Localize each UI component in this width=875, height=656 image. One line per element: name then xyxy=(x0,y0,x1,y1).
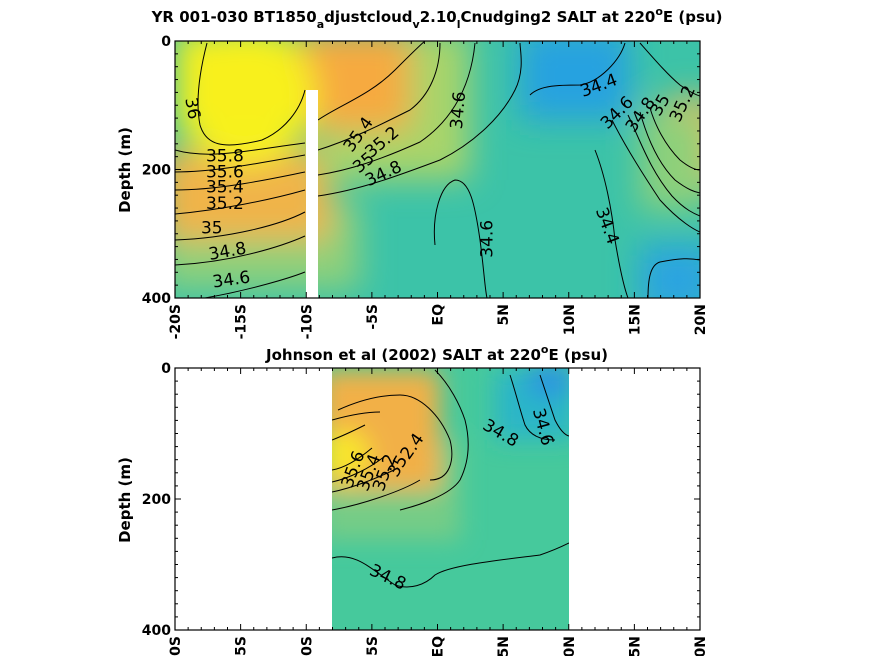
top-contour-label: 35 xyxy=(201,219,223,239)
top-x-tick-label: 20N xyxy=(693,304,709,335)
top-contour-35-6 xyxy=(175,154,306,173)
bottom-title: Johnson et al (2002) SALT at 220oE (psu) xyxy=(265,343,608,364)
top-contour-right-5 xyxy=(639,42,700,97)
top-contour-34-4-right xyxy=(647,258,700,298)
top-contour-35-4 xyxy=(175,171,306,191)
top-contour-36 xyxy=(197,42,306,146)
top-heatmap-orange-upper xyxy=(300,41,410,130)
top-heatmap xyxy=(175,41,700,298)
top-y-tick-label: 0 xyxy=(161,34,171,50)
top-contour-34-8 xyxy=(175,235,306,266)
top-contour-right-1 xyxy=(611,119,700,233)
bottom-x-tick-label: 10N xyxy=(562,636,578,656)
top-x-tick-label: -5S xyxy=(365,304,381,330)
top-contour-34-8-upper xyxy=(317,42,522,197)
bottom-y-tick-label: 200 xyxy=(142,492,171,508)
bottom-x-tick-label: -10S xyxy=(299,636,315,656)
top-y-axis-label: Depth (m) xyxy=(116,127,134,213)
bottom-y-ticks: 0 200 400 xyxy=(142,361,700,639)
top-contour-34-6-upper-right xyxy=(529,42,626,96)
top-heatmap-yellow-strip xyxy=(175,41,295,130)
top-y-ticks: 0 200 400 xyxy=(142,34,700,307)
top-contour-label: 34.6 xyxy=(477,220,497,258)
bottom-x-tick-label: 20N xyxy=(693,636,709,656)
top-contour-34-6 xyxy=(204,271,306,298)
top-contour-label: 35.2 xyxy=(206,194,244,214)
bottom-contour-9 xyxy=(509,374,556,441)
top-x-tick-label: 10N xyxy=(562,304,578,335)
bottom-contour-1 xyxy=(337,394,453,481)
top-x-ticks: -20S -15S -10S -5S EQ 5N 10N 15N 20N xyxy=(168,41,709,339)
bottom-x-tick-label: 15N xyxy=(627,636,643,656)
top-contour-upper-mid xyxy=(317,42,441,151)
top-contour-label: 35.4 xyxy=(206,177,244,197)
top-y-tick-label: 200 xyxy=(142,163,171,179)
bottom-contour-8 xyxy=(399,369,469,511)
top-x-tick-label: -15S xyxy=(234,304,250,339)
bottom-x-tick-label: -20S xyxy=(168,636,184,656)
top-contour-35-8 xyxy=(175,142,306,155)
top-missing-data-strip xyxy=(306,90,318,298)
bottom-heatmap xyxy=(332,368,569,630)
bottom-contour-5 xyxy=(332,455,386,483)
bottom-contour-3 xyxy=(332,424,366,441)
bottom-contour-7 xyxy=(332,479,421,511)
top-panel: YR 001-030 BT1850adjustcloudv2.10lCnudgi… xyxy=(116,5,723,339)
top-contour-34-4-lower xyxy=(594,149,629,298)
bottom-x-tick-label: -15S xyxy=(234,636,250,656)
top-contour-upper-right xyxy=(317,41,426,121)
bottom-x-tick-label: 5N xyxy=(496,636,512,656)
bottom-panel: Johnson et al (2002) SALT at 220oE (psu) xyxy=(116,343,709,656)
top-contour-35 xyxy=(175,211,306,241)
bottom-y-tick-label: 0 xyxy=(161,361,171,377)
top-x-tick-label: 5N xyxy=(496,304,512,325)
bottom-y-tick-label: 400 xyxy=(142,623,171,639)
top-contour-label: 36 xyxy=(180,96,203,121)
bottom-heatmap-blue-corner xyxy=(525,368,569,398)
top-contour-label: 34.6 xyxy=(447,91,470,130)
top-contour-right-3 xyxy=(639,111,700,194)
bottom-x-tick-label: EQ xyxy=(431,636,447,656)
top-contour-35-upper xyxy=(317,42,476,176)
bottom-contour-10 xyxy=(539,374,569,437)
top-contour-35-2 xyxy=(175,189,306,215)
bottom-x-ticks: -20S -15S -10S -5S EQ 5N 10N 15N 20N xyxy=(168,368,709,656)
top-heatmap-orange-band xyxy=(175,150,330,240)
top-x-tick-label: -10S xyxy=(299,304,315,339)
top-y-tick-label: 400 xyxy=(142,291,171,307)
bottom-contour-34-8 xyxy=(332,542,569,588)
top-x-tick-label: 15N xyxy=(627,304,643,335)
top-contour-34-6-mid xyxy=(433,179,488,298)
bottom-contour-6 xyxy=(332,467,399,493)
bottom-contour-2 xyxy=(332,411,381,421)
bottom-x-tick-label: -5S xyxy=(365,636,381,656)
top-contour-right-2 xyxy=(627,114,700,217)
top-x-tick-label: EQ xyxy=(431,304,447,326)
bottom-contour-4 xyxy=(332,447,373,471)
top-heatmap-blue-lower-right xyxy=(640,245,700,298)
top-contour-label: 35.8 xyxy=(206,147,244,167)
bottom-y-axis-label: Depth (m) xyxy=(116,457,134,543)
top-title: YR 001-030 BT1850adjustcloudv2.10lCnudgi… xyxy=(151,5,723,31)
top-contour-label: 35.6 xyxy=(206,163,244,183)
top-x-tick-label: -20S xyxy=(168,304,184,339)
top-heatmap-blue-upper xyxy=(520,41,630,120)
